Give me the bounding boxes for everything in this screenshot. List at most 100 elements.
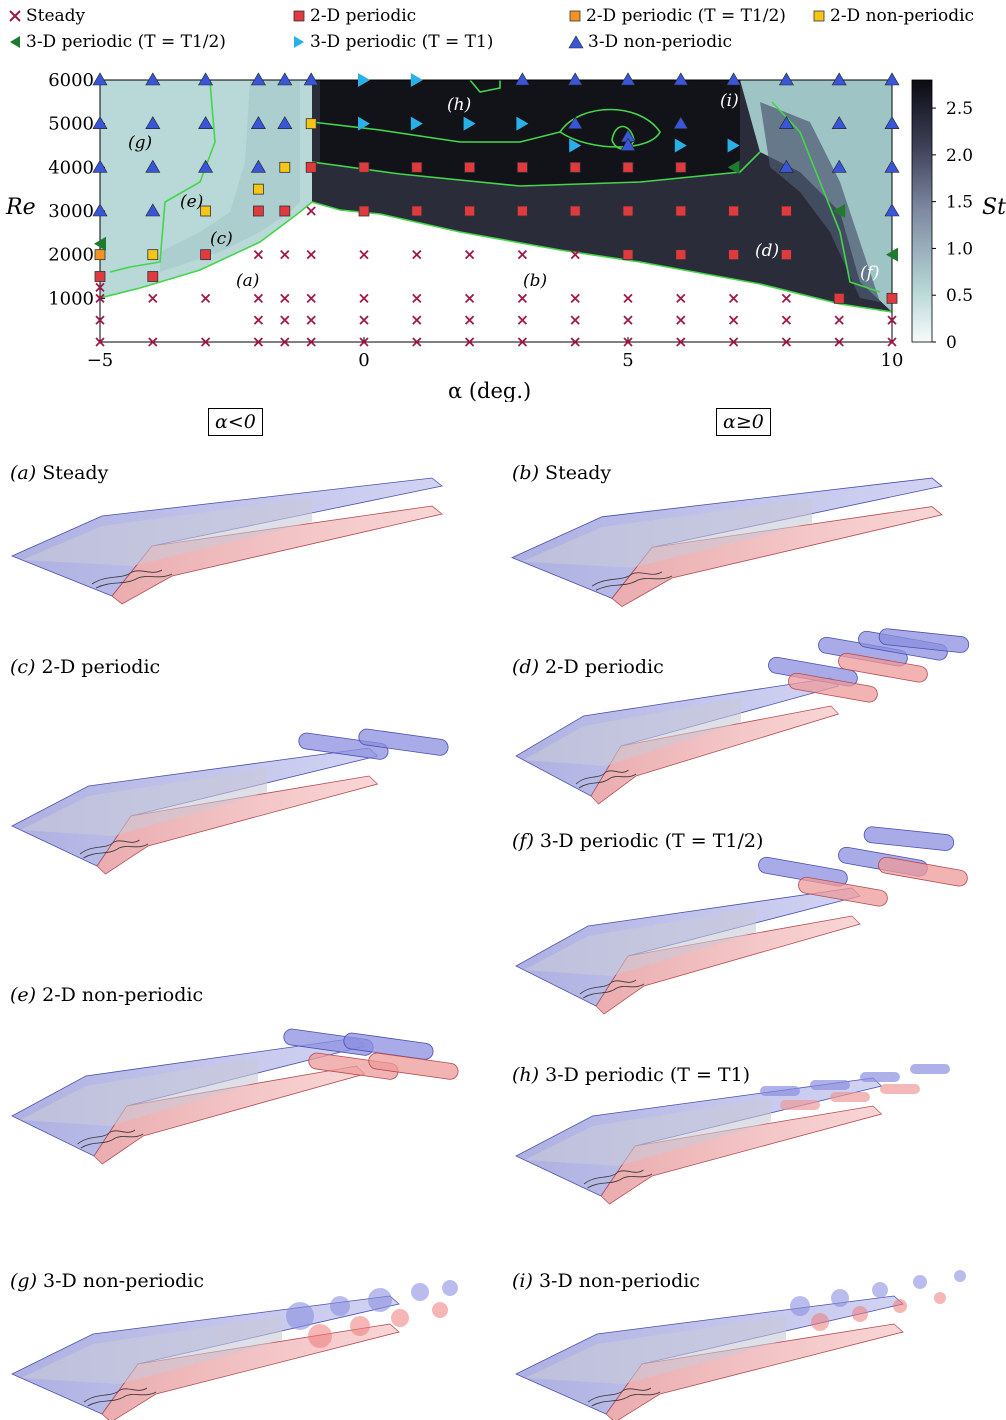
- colorbar-ticks: 0 0.5 1.0 1.5 2.0 2.5: [932, 99, 973, 353]
- legend-label: 3-D non-periodic: [588, 32, 733, 52]
- steady-point: [253, 337, 264, 347]
- 3d-nonperiodic-point: [250, 72, 266, 86]
- contour-background: [100, 80, 892, 342]
- x-tick-label: −5: [87, 350, 114, 371]
- 2d-periodic-half-point: [94, 249, 106, 261]
- steady-point: [412, 293, 422, 303]
- steady-point: [887, 315, 897, 325]
- 3d-nonperiodic-point: [778, 72, 794, 86]
- steady-point: [306, 293, 316, 303]
- 2d-periodic-point: [279, 205, 291, 217]
- 3d-nonperiodic-point: [92, 116, 108, 129]
- steady-point: [464, 293, 475, 303]
- panel-c-visual: [11, 727, 450, 875]
- 3d-nonperiodic-point: [198, 116, 214, 129]
- 2d-periodic-point: [622, 249, 634, 261]
- panel-d-visual: [515, 627, 970, 805]
- steady-point: [95, 315, 105, 325]
- 3d-periodic-T1-point: [358, 116, 370, 131]
- panel-g-label: (g) 3-D non-periodic: [10, 1270, 205, 1292]
- 3d-nonperiodic-point: [567, 116, 583, 129]
- legend-label: 2-D periodic (T = T1/2): [586, 6, 786, 26]
- 2d-nonperiodic-point: [147, 249, 159, 261]
- x-axis-label: α (deg.): [448, 379, 531, 402]
- panel-a-visual: [11, 477, 443, 605]
- region-label-e: (e): [180, 192, 203, 212]
- 2d-periodic-point: [94, 271, 106, 282]
- y-tick-label: 6000: [48, 70, 94, 91]
- 2d-periodic-point: [411, 161, 423, 173]
- steady-point: [517, 315, 528, 325]
- 3d-nonperiodic-point: [250, 116, 266, 129]
- steady-point: [280, 293, 290, 303]
- 3d-periodic-T1-point: [463, 116, 476, 131]
- 2d-periodic-point: [622, 161, 634, 173]
- steady-point: [570, 337, 580, 347]
- steady-point: [781, 315, 792, 325]
- 3d-nonperiodic-point: [831, 159, 847, 173]
- 3d-nonperiodic-point: [92, 159, 108, 173]
- steady-point: [253, 315, 264, 325]
- 3d-nonperiodic-point: [620, 72, 636, 86]
- steady-point: [728, 315, 739, 325]
- panel-f-visual: [515, 825, 970, 1015]
- legend-2d-periodic-half: 2-D periodic (T = T1/2): [568, 6, 786, 26]
- colorbar-label: St: [982, 195, 1006, 220]
- square-marker-icon: [813, 10, 825, 22]
- 3d-nonperiodic-point: [778, 159, 794, 173]
- region-label-c: (c): [210, 229, 233, 249]
- 2d-nonperiodic-point: [252, 183, 264, 195]
- 2d-periodic-point: [569, 205, 581, 217]
- 3d-nonperiodic-point: [145, 72, 161, 86]
- panel-d-label: (d) 2-D periodic: [512, 656, 664, 678]
- 3d-nonperiodic-point: [198, 72, 214, 86]
- 3d-nonperiodic-point: [250, 159, 266, 173]
- steady-point: [887, 337, 897, 347]
- 3d-nonperiodic-point: [567, 72, 583, 86]
- region-label-b: (b): [523, 271, 547, 291]
- steady-point: [781, 293, 792, 303]
- 3d-periodic-T1-point: [410, 73, 423, 87]
- steady-point: [412, 250, 422, 260]
- 2d-periodic-point: [147, 271, 159, 282]
- legend-label: 3-D periodic (T = T1): [310, 32, 494, 52]
- region-labels: (a) (b) (c) (d) (e) (f) (g) (h) (i): [128, 91, 880, 291]
- 2d-periodic-point: [675, 205, 687, 217]
- steady-point: [359, 250, 369, 260]
- 2d-nonperiodic-point: [200, 205, 212, 217]
- panel-h-visual: [515, 1064, 950, 1205]
- steady-point: [464, 337, 475, 347]
- steady-point: [280, 315, 290, 325]
- y-tick-label: 1000: [48, 288, 94, 309]
- legend-label: 2-D non-periodic: [830, 6, 975, 26]
- y-tick-label: 5000: [48, 114, 94, 135]
- data-markers: [92, 72, 900, 347]
- legend-2d-periodic: 2-D periodic: [292, 6, 416, 26]
- steady-point: [517, 250, 528, 260]
- panel-i-visual: [515, 1270, 966, 1420]
- legend-2d-nonperiodic: 2-D non-periodic: [812, 6, 974, 26]
- panel-b-label: (b) Steady: [512, 462, 612, 484]
- axis-ticks: −5 0 5 10 1000 2000 3000 4000 5000 6000: [48, 70, 903, 371]
- 2d-periodic-point: [464, 205, 476, 217]
- steady-point: [517, 293, 528, 303]
- regime-map-chart: −5 0 5 10 1000 2000 3000 4000 5000 6000 (a) (b) (…: [5, 70, 1006, 402]
- steady-point: [728, 293, 739, 303]
- 3d-periodic-T1-point: [516, 116, 529, 131]
- panel-g-visual: [11, 1280, 458, 1420]
- region-label-d: (d): [755, 241, 779, 261]
- steady-point: [570, 293, 580, 303]
- panel-h-label: (h) 3-D periodic (T = T1): [512, 1064, 751, 1086]
- 3d-nonperiodic-point: [514, 72, 530, 86]
- 3d-periodic-T1-point: [358, 73, 370, 87]
- steady-point: [359, 315, 369, 325]
- steady-point: [570, 250, 580, 260]
- 3d-nonperiodic-point: [673, 116, 689, 129]
- steady-point: [676, 337, 686, 347]
- 3d-periodic-T1-point: [410, 116, 423, 131]
- 2d-periodic-point: [781, 249, 792, 261]
- 3d-nonperiodic-point: [92, 72, 108, 86]
- steady-point: [412, 337, 422, 347]
- x-tick-label: 10: [881, 350, 904, 371]
- 3d-nonperiodic-point: [303, 72, 319, 86]
